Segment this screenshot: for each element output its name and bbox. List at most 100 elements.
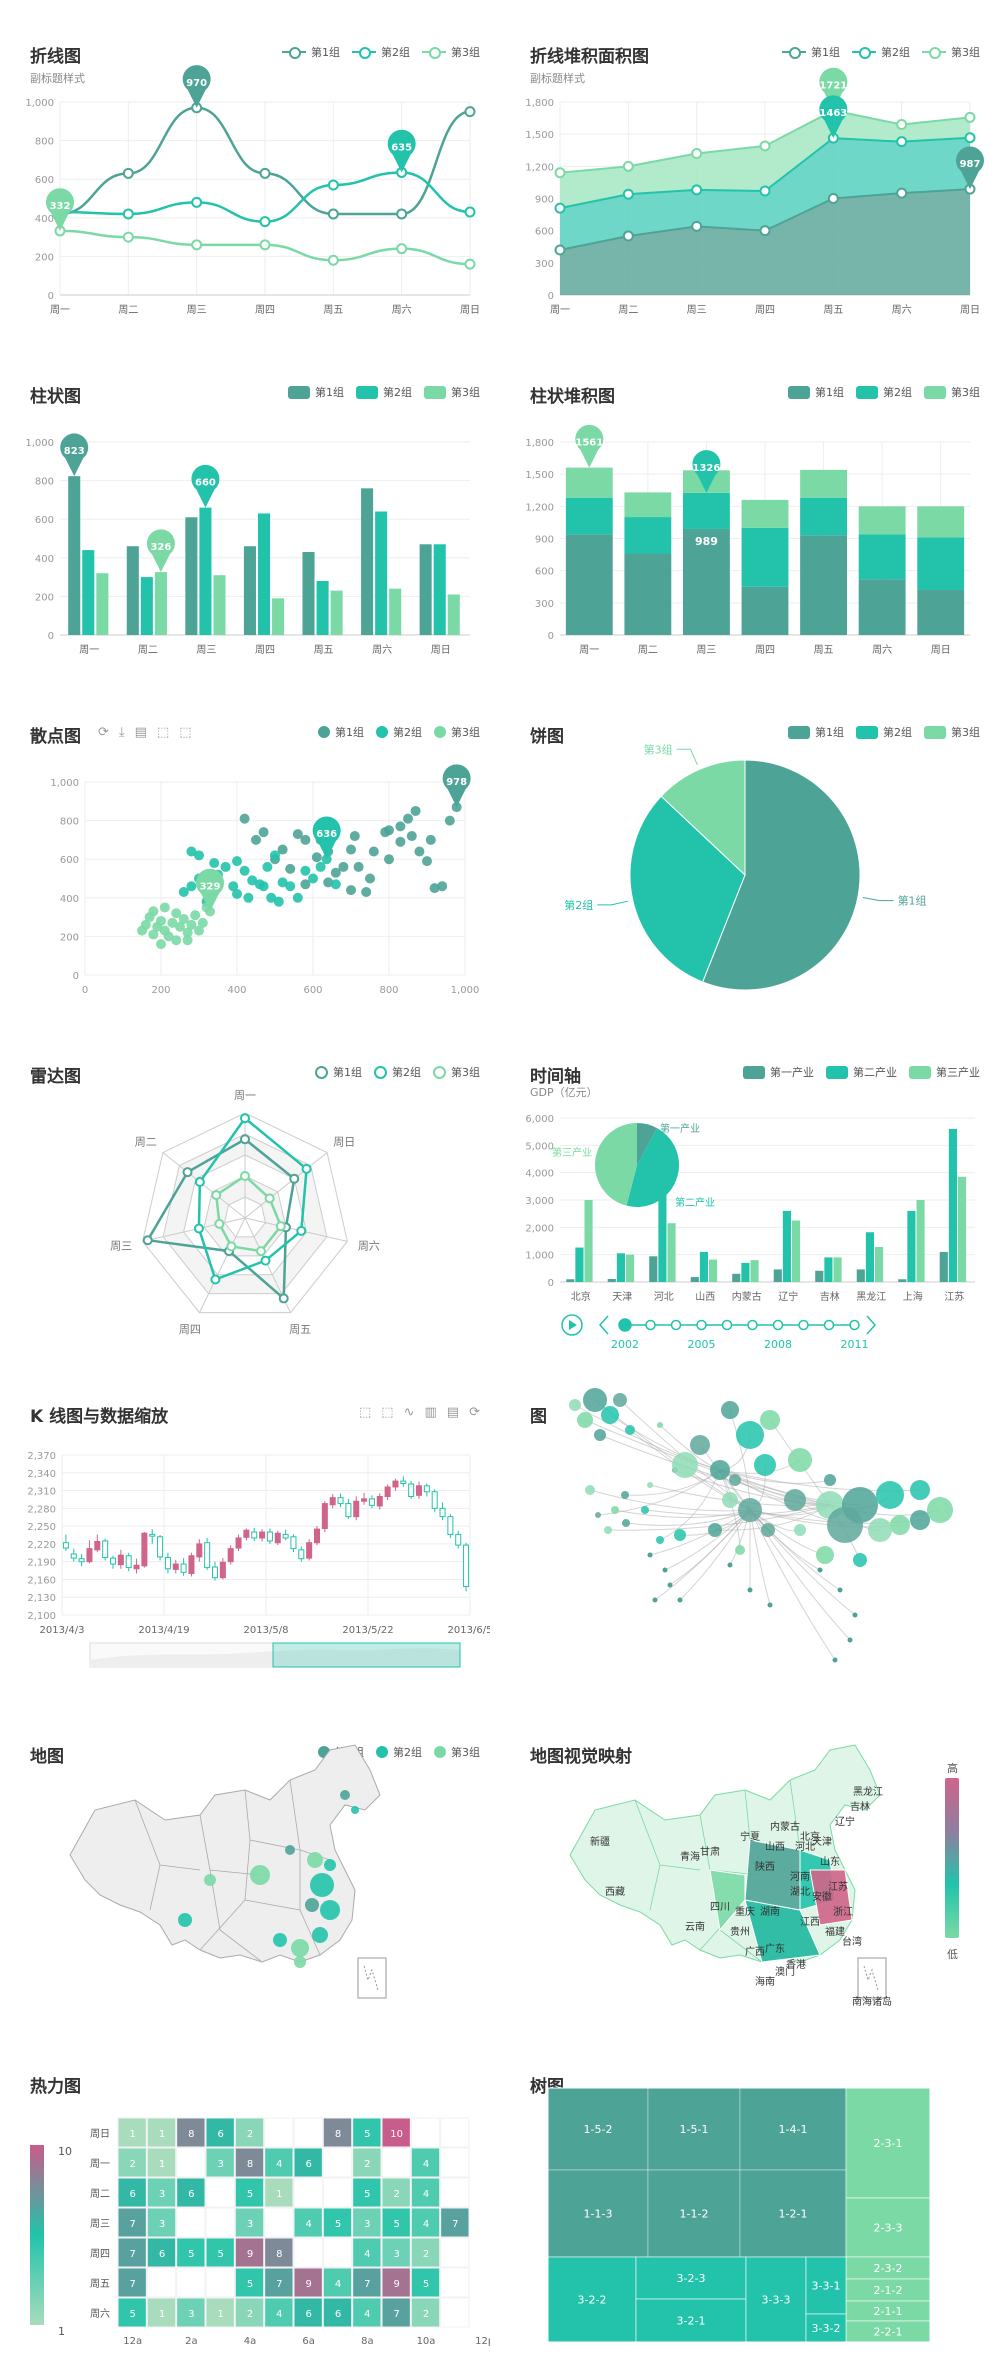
legend-item-group3[interactable]: 第3组 — [922, 44, 980, 60]
graph-plot[interactable] — [500, 1360, 990, 1690]
timeline-panel: 时间轴 GDP（亿元） 第一产业 第二产业 第三产业 0 1,000 2,000 3,… — [500, 1020, 990, 1350]
heatmap-cell-value: 3 — [159, 2219, 165, 2230]
legend-item-group2[interactable]: 第2组 — [852, 44, 910, 60]
x-tick-label: 周四 — [755, 304, 775, 316]
stacked-bar-series-1 — [917, 589, 965, 635]
heatmap-cell — [146, 2297, 177, 2328]
map-scatter-point — [250, 1865, 270, 1885]
legend-item-group1[interactable]: 第1组 — [315, 1064, 362, 1080]
legend-item-group3[interactable]: 第3组 — [924, 724, 980, 740]
heatmap-cell-value: 7 — [129, 2249, 135, 2260]
heatmap-cell — [381, 2267, 411, 2298]
stacked-bar-series-3 — [741, 499, 789, 528]
bar-chart-plot[interactable]: 0 200 400 600 800 1,000 周一 周二 周三 周四 周五 周六 周日 823 326 66… — [0, 340, 490, 670]
heatmap-cell — [146, 2117, 177, 2148]
x-tick-label: 2013/6/5 — [448, 1625, 490, 1636]
data-point — [191, 239, 203, 251]
heatmap-cell — [293, 2207, 323, 2238]
legend-item-group2[interactable]: 第2组 — [352, 44, 410, 60]
timeline-node — [747, 1319, 758, 1331]
legend-item-group1[interactable]: 第1组 — [788, 384, 844, 400]
legend-item-group2[interactable]: 第2组 — [376, 1744, 422, 1760]
x-tick-label: 周六 — [872, 644, 892, 656]
heatmap-cell-value: 1 — [217, 2309, 223, 2320]
legend-item-group1[interactable]: 第1组 — [282, 44, 340, 60]
bar-switch-icon[interactable]: ▥ — [424, 1405, 437, 1420]
stacked-area-plot[interactable]: 0 300 600 900 1,200 1,500 1,800 周一 周二 周三 周四 周五 周六 周日 1… — [500, 0, 990, 330]
radar-indicator-label: 周五 — [289, 1323, 311, 1336]
scatter-point-3 — [171, 908, 182, 919]
legend-item-group3[interactable]: 第3组 — [424, 384, 480, 400]
data-point — [622, 160, 634, 172]
legend-item-group1[interactable]: 第1组 — [288, 384, 344, 400]
radar-axis-line — [142, 1217, 246, 1242]
line-switch-icon[interactable]: ∿ — [403, 1405, 415, 1420]
china-map[interactable] — [0, 1700, 490, 2030]
timeline-pie-label: 第三产业 — [552, 1146, 592, 1159]
candle-down — [149, 1533, 156, 1537]
treemap-plot[interactable]: 1-5-2 1-5-1 1-4-1 1-1-3 1-1-2 1-2-1 2-3-1 2-3-3… — [500, 2030, 990, 2360]
data-point — [327, 254, 339, 266]
treemap-node — [845, 2087, 931, 2199]
timeline-plot[interactable]: 0 1,000 2,000 3,000 4,000 5,000 6,000 北京 天津 河北 山西 内… — [500, 1020, 990, 1350]
heatmap-cell — [264, 2267, 294, 2298]
zoom-reset-icon[interactable]: ⬚ — [381, 1405, 394, 1420]
legend-item-group1[interactable]: 第1组 — [788, 724, 844, 740]
refresh-icon[interactable]: ⟳ — [98, 725, 109, 740]
timeline-bar-2 — [616, 1253, 625, 1282]
heatmap-cell — [293, 2117, 323, 2148]
scatter-point-3 — [163, 931, 174, 942]
treemap-node — [647, 2169, 741, 2258]
heatmap-plot[interactable]: 周日 1 1 8 6 2 8 5 10 周一 2 1 3 8 4 6 2 4 周二 6 3 6 5 1 5 2 4 周三 7 3 3 4 5 3 5… — [0, 2030, 490, 2360]
heatmap-cell-value: 2 — [247, 2309, 253, 2320]
graph-node — [735, 1545, 745, 1555]
legend-item-group3[interactable]: 第3组 — [434, 724, 480, 740]
candle-down — [455, 1533, 462, 1546]
bar-series-2 — [375, 511, 388, 635]
data-view-icon[interactable]: ▤ — [134, 725, 147, 740]
visual-map-bar[interactable] — [945, 1778, 959, 1938]
heatmap-cell — [410, 2267, 441, 2298]
zoom-reset-icon[interactable]: ⬚ — [179, 725, 192, 740]
legend-item-group3[interactable]: 第3组 — [422, 44, 480, 60]
data-view-icon[interactable]: ▤ — [446, 1405, 460, 1420]
heatmap-visual-map-bar[interactable] — [30, 2145, 44, 2325]
heatmap-cell — [352, 2297, 382, 2328]
refresh-icon[interactable]: ⟳ — [469, 1405, 480, 1420]
legend-item-secondary[interactable]: 第二产业 — [826, 1064, 897, 1080]
scatter-point-2 — [292, 892, 303, 903]
legend-item-group1[interactable]: 第1组 — [318, 724, 364, 740]
line-chart-panel: 折线图 副标题样式 第1组 第2组 第3组 0 200 400 600 800 1,000… — [0, 0, 490, 330]
legend-item-group2[interactable]: 第2组 — [374, 1064, 421, 1080]
legend-item-group3[interactable]: 第3组 — [924, 384, 980, 400]
data-point — [622, 188, 634, 200]
legend-item-group3[interactable]: 第3组 — [433, 1064, 480, 1080]
stacked-bar-series-1 — [565, 534, 613, 635]
scatter-point-3 — [178, 914, 189, 925]
kline-plot[interactable]: 2,100 2,130 2,160 2,190 2,220 2,250 2,280 2,310… — [0, 1360, 490, 1690]
legend-item-group2[interactable]: 第2组 — [376, 724, 422, 740]
heatmap-cell — [234, 2297, 265, 2328]
scatter-point-3 — [156, 939, 166, 950]
treemap-node-label: 2-3-3 — [874, 2222, 903, 2235]
scatter-plot[interactable]: 0 200 400 600 800 1,000 0 200 400 600 800 1,000 978 6… — [0, 680, 490, 1010]
timeline-bar-2 — [699, 1251, 708, 1282]
x-tick-label: 200 — [151, 985, 170, 996]
legend-item-group1[interactable]: 第1组 — [782, 44, 840, 60]
legend-item-group3[interactable]: 第3组 — [434, 1744, 480, 1760]
zoom-icon[interactable]: ⬚ — [359, 1405, 372, 1420]
legend-item-tertiary[interactable]: 第三产业 — [909, 1064, 980, 1080]
zoom-icon[interactable]: ⬚ — [156, 725, 170, 740]
legend-item-group2[interactable]: 第2组 — [356, 384, 412, 400]
legend-item-group2[interactable]: 第2组 — [856, 384, 912, 400]
x-tick-label: 周日 — [460, 304, 480, 316]
legend-item-group2[interactable]: 第2组 — [856, 724, 912, 740]
scatter-point-1 — [292, 829, 303, 840]
stacked-bar-plot[interactable]: 0 300 600 900 1,200 1,500 1,800 周一 周二 周三 周四 周五 周六 周日 1… — [500, 340, 990, 670]
line-chart-plot[interactable]: 0 200 400 600 800 1,000 周一 周二 周三 周四 周五 周六 周日 970 635 33… — [0, 0, 490, 330]
download-icon[interactable]: ⤓ — [118, 725, 125, 740]
legend-item-primary[interactable]: 第一产业 — [743, 1064, 814, 1080]
